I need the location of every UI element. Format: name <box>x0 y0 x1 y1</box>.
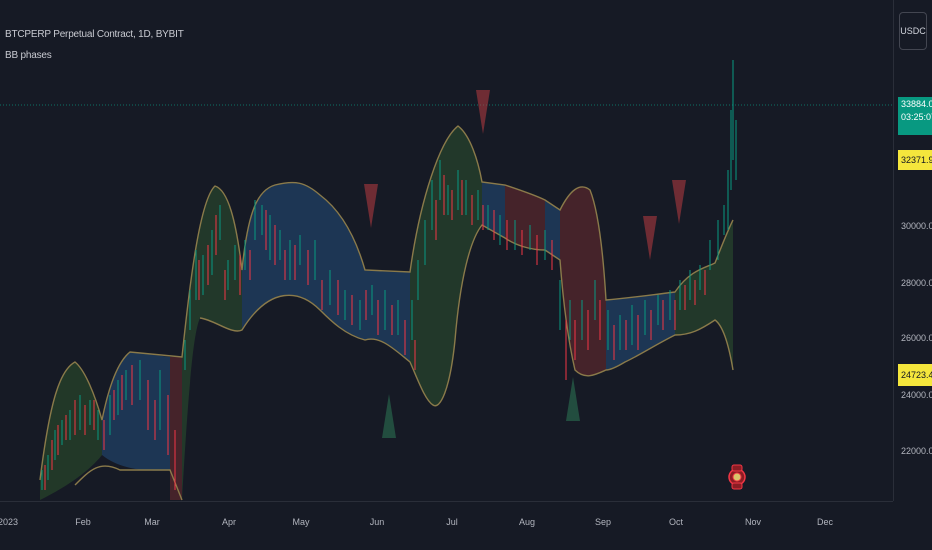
phase-green <box>40 362 102 500</box>
time-tick: Feb <box>75 517 91 527</box>
lower-band-badge: 24723.4 <box>898 364 932 386</box>
price-tick: 30000.0 <box>901 221 932 231</box>
buy-signal-triangle <box>382 394 396 438</box>
phase-blue <box>606 292 675 370</box>
last-price-badge: 33884.0 03:25:07 <box>898 97 932 135</box>
phase-red <box>505 185 545 250</box>
phase-red <box>170 357 182 500</box>
time-tick: 2023 <box>0 517 19 527</box>
upper-band-badge: 32371.9 <box>898 150 932 170</box>
time-tick: Sep <box>594 517 612 527</box>
bar-countdown: 03:25:07 <box>901 112 932 122</box>
time-scale[interactable] <box>0 501 893 550</box>
time-tick: Nov <box>744 517 762 527</box>
price-tick: 26000.0 <box>901 333 932 343</box>
buy-signal-triangle <box>566 377 580 421</box>
dividend-marker-icon[interactable] <box>728 459 746 495</box>
price-chart[interactable] <box>0 0 893 501</box>
chart-canvas[interactable]: BTCPERP Perpetual Contract, 1D, BYBIT BB… <box>0 0 893 501</box>
band-lines <box>39 125 734 501</box>
sell-signal-triangle <box>643 216 657 260</box>
sell-signal-triangle <box>364 184 378 228</box>
time-tick: Jun <box>369 517 385 527</box>
phase-green <box>182 186 242 500</box>
band-phases <box>40 126 733 500</box>
currency-button[interactable]: USDC <box>899 12 927 50</box>
phase-green <box>715 220 733 370</box>
phase-blue <box>102 352 170 471</box>
time-tick: May <box>292 517 310 527</box>
time-tick: Mar <box>144 517 160 527</box>
phase-blue <box>545 200 560 260</box>
phase-red <box>560 186 606 376</box>
phase-blue <box>365 270 410 362</box>
last-price-value: 33884.0 <box>901 99 932 109</box>
sell-signal-triangle <box>672 180 686 224</box>
candles <box>41 60 737 490</box>
price-tick: 28000.0 <box>901 278 932 288</box>
symbol-legend[interactable]: BTCPERP Perpetual Contract, 1D, BYBIT <box>5 29 184 40</box>
time-tick: Aug <box>518 517 536 527</box>
price-tick: 22000.0 <box>901 446 932 456</box>
time-tick: Dec <box>816 517 834 527</box>
phase-blue <box>242 182 365 340</box>
time-tick: Oct <box>668 517 684 527</box>
price-tick: 24000.0 <box>901 390 932 400</box>
price-scale[interactable] <box>893 0 932 501</box>
indicator-legend[interactable]: BB phases <box>5 50 52 61</box>
time-tick: Apr <box>221 517 237 527</box>
time-tick: Jul <box>446 517 458 527</box>
phase-green <box>410 126 482 406</box>
sell-signal-triangle <box>476 90 490 134</box>
